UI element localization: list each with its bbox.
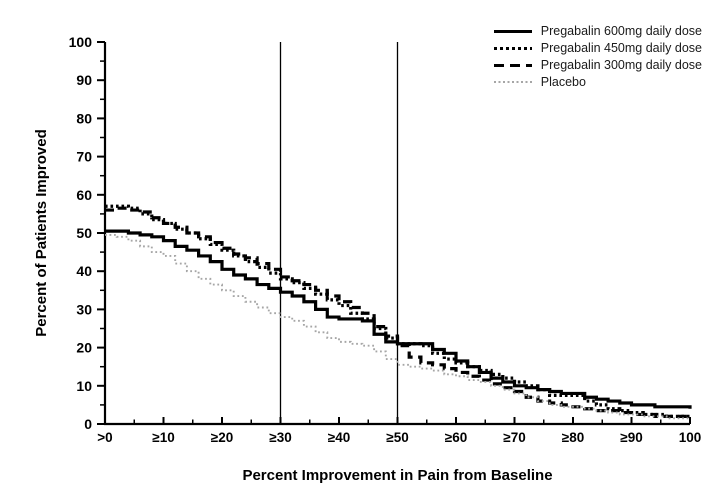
x-tick-label: ≥40 bbox=[328, 430, 350, 445]
y-tick-label: 40 bbox=[76, 263, 92, 279]
x-tick-label: ≥10 bbox=[152, 430, 174, 445]
legend-label-pregabalin-600: Pregabalin 600mg daily dose bbox=[540, 24, 702, 38]
y-tick-label: 0 bbox=[84, 416, 92, 432]
y-tick-label: 100 bbox=[69, 34, 93, 50]
x-tick-label: ≥50 bbox=[386, 430, 408, 445]
legend-label-pregabalin-300: Pregabalin 300mg daily dose bbox=[540, 58, 702, 72]
legend-item-pregabalin-450: Pregabalin 450mg daily dose bbox=[493, 41, 702, 55]
y-tick-label: 60 bbox=[76, 187, 92, 203]
y-tick-label: 50 bbox=[76, 225, 92, 241]
x-tick-label: ≥20 bbox=[211, 430, 233, 445]
y-axis-title: Percent of Patients Improved bbox=[33, 129, 50, 337]
x-tick-label: ≥80 bbox=[562, 430, 584, 445]
x-tick-label: ≥70 bbox=[503, 430, 525, 445]
series-line-pregabalin-600mg-daily-dose bbox=[105, 229, 692, 409]
dotted-line-sample-icon bbox=[493, 46, 532, 50]
legend-item-pregabalin-300: Pregabalin 300mg daily dose bbox=[493, 58, 702, 72]
y-tick-label: 20 bbox=[76, 340, 92, 356]
dashed-line-sample-icon bbox=[493, 63, 532, 67]
x-tick-label: 100 bbox=[679, 430, 702, 445]
solid-line-sample-icon bbox=[493, 29, 532, 33]
x-tick-label: ≥90 bbox=[620, 430, 642, 445]
y-tick-label: 70 bbox=[76, 149, 92, 165]
gray-dotted-line-sample-icon bbox=[493, 81, 532, 83]
x-tick-label: ≥60 bbox=[445, 430, 467, 445]
x-axis-title: Percent Improvement in Pain from Baselin… bbox=[242, 467, 552, 484]
y-tick-label: 80 bbox=[76, 110, 92, 126]
legend-item-pregabalin-600: Pregabalin 600mg daily dose bbox=[493, 24, 702, 38]
series-line-placebo bbox=[105, 233, 690, 420]
x-tick-label: >0 bbox=[97, 430, 112, 445]
y-tick-label: 10 bbox=[76, 378, 92, 394]
legend-label-pregabalin-450: Pregabalin 450mg daily dose bbox=[540, 41, 702, 55]
legend-item-placebo: Placebo bbox=[493, 75, 702, 89]
chart-legend: Pregabalin 600mg daily dose Pregabalin 4… bbox=[493, 24, 702, 89]
x-tick-label: ≥30 bbox=[269, 430, 291, 445]
y-tick-label: 30 bbox=[76, 301, 92, 317]
legend-label-placebo: Placebo bbox=[540, 75, 586, 89]
y-tick-label: 90 bbox=[76, 72, 92, 88]
